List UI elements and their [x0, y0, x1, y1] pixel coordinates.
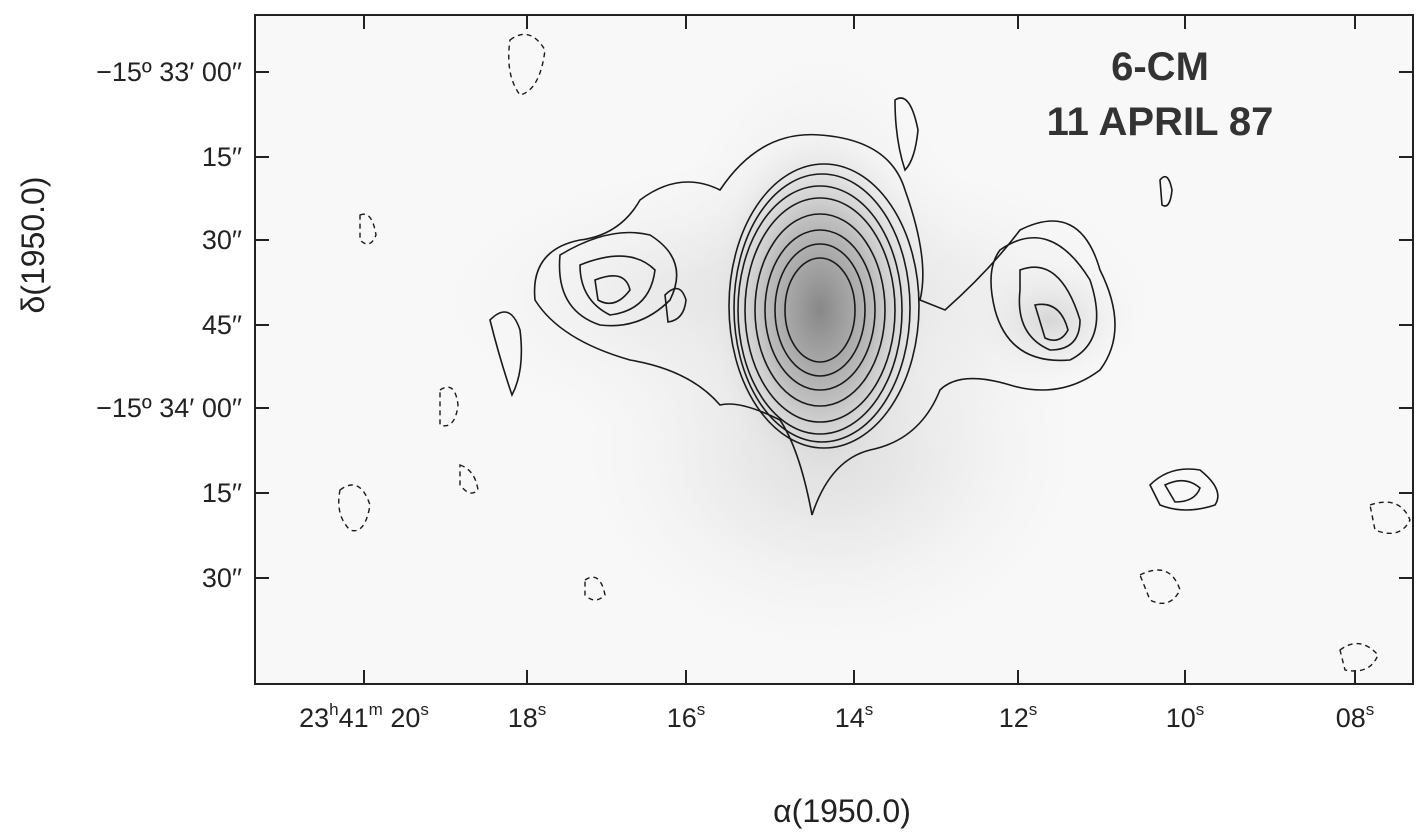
x-tick-label: 16s: [667, 700, 706, 733]
x-tick-label: 08s: [1336, 700, 1375, 733]
x-tick-label: 12s: [999, 700, 1038, 733]
tick-value: 23: [299, 703, 329, 733]
tick-value: 08: [1336, 703, 1366, 733]
y-tick-label: 45′′: [202, 310, 242, 340]
y-tick-label: 30′′: [202, 225, 242, 255]
tick-value: 10: [1166, 703, 1196, 733]
tick-unit: s: [697, 700, 706, 719]
tick-unit: s: [1196, 700, 1205, 719]
y-tick-label: −15º 34′ 00′′: [96, 393, 242, 423]
y-tick-label: 30′′: [202, 563, 242, 593]
figure: 6-CM 11 APRIL 87 α(1950.0) δ(1950.0) 23h…: [0, 0, 1421, 833]
tick-unit: s: [1366, 700, 1375, 719]
x-tick-label: 23h41m 20s: [299, 700, 429, 733]
x-axis-label: α(1950.0): [773, 793, 911, 829]
tick-value: 16: [667, 703, 697, 733]
tick-value: 41: [339, 703, 369, 733]
x-tick-label: 18s: [508, 700, 547, 733]
x-tick-label: 10s: [1166, 700, 1205, 733]
x-tick-label: 14s: [835, 700, 874, 733]
tick-unit: s: [1029, 700, 1038, 719]
tick-unit: m: [369, 700, 383, 719]
tick-unit: s: [865, 700, 874, 719]
tick-value: 14: [835, 703, 865, 733]
y-tick-label: −15º 33′ 00′′: [96, 57, 242, 87]
tick-value: 12: [999, 703, 1029, 733]
y-tick-label: 15′′: [202, 142, 242, 172]
y-tick-label: 15′′: [202, 478, 242, 508]
tick-value: 18: [508, 703, 538, 733]
tick-unit: s: [538, 700, 547, 719]
tick-value: 20: [383, 703, 421, 733]
annotation: 6-CM: [1111, 45, 1209, 89]
tick-unit: h: [329, 700, 338, 719]
y-axis-label: δ(1950.0): [15, 177, 51, 314]
tick-unit: s: [420, 700, 429, 719]
annotation: 11 APRIL 87: [1047, 100, 1274, 144]
